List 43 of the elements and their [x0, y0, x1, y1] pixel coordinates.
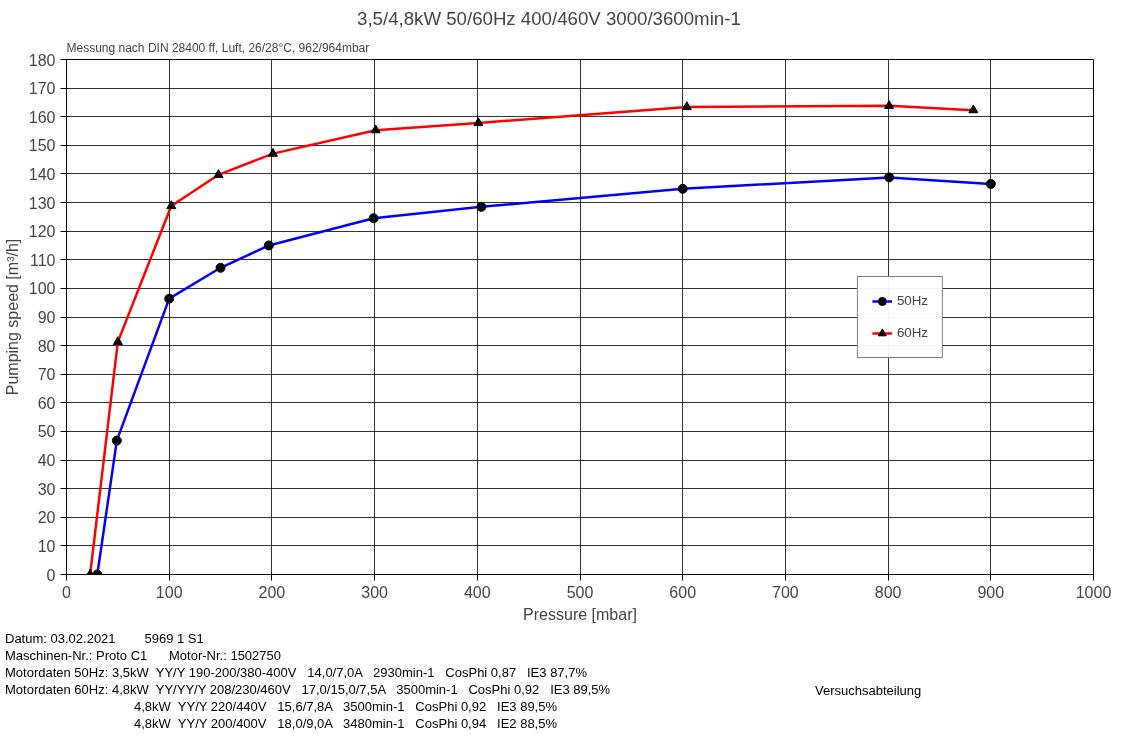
y-tick-label: 140	[28, 165, 56, 183]
text: Datum: 03.02.2021 5969 1 S1	[5, 630, 205, 647]
x-tick-label: 500	[566, 583, 594, 601]
text: Messung nach DIN 28400 ff, Luft, 26/28°C, 962/964mbar	[66, 40, 370, 55]
y-tick-label: 60	[37, 394, 56, 412]
y-tick-label: 90	[37, 309, 56, 326]
y-tick-label: 180	[28, 51, 56, 69]
y-tick-label: 100	[28, 280, 56, 298]
y-tick-label: 110	[29, 251, 56, 269]
y-tick-label: 120	[28, 223, 56, 241]
y-tick-label: 150	[28, 137, 56, 155]
x-tick-label: 400	[463, 583, 491, 601]
x-tick-label: 200	[258, 583, 286, 601]
x-tick-label: 800	[874, 583, 902, 601]
y-tick-label: 30	[37, 480, 56, 498]
x-tick-label: 700	[772, 583, 799, 601]
y-tick-label: 160	[28, 108, 56, 126]
x-tick-label: 900	[977, 583, 1005, 601]
x-axis-title: Pressure [mbar]	[523, 605, 637, 623]
y-tick-label: 0	[46, 566, 56, 584]
x-tick-label: 0	[62, 583, 72, 601]
text: Maschinen-Nr.: Proto C1 Motor-Nr.: 1502750	[5, 647, 282, 664]
y-tick-label: 50	[37, 423, 56, 441]
legend-label: 60Hz	[896, 325, 928, 340]
x-tick-label: 1000	[1075, 583, 1112, 601]
x-tick-label: 100	[155, 583, 183, 601]
text: Versuchsabteilung	[815, 682, 922, 699]
y-tick-label: 70	[37, 366, 56, 384]
legend-label: 50Hz	[896, 293, 928, 308]
y-axis-title: Pumping speed [m³/h]	[3, 238, 21, 396]
text: Motordaten 50Hz: 3,5kW YY/Y 190-200/380-400V 14,0/7,0A 2930min-1 CosPhi 0,87 IE3 87,7%	[5, 664, 588, 681]
x-tick-label: 600	[669, 583, 697, 601]
text: 4,8kW YY/Y 220/440V 15,6/7,8A 3500min-1 CosPhi 0,92 IE3 89,5%	[133, 698, 558, 715]
y-tick-label: 80	[37, 337, 56, 355]
text: Motordaten 60Hz: 4,8kW YY/YY/Y 208/230/460V 17,0/15,0/7,5A 3500min-1 CosPhi 0,92 IE3 89,5%	[5, 681, 611, 698]
chart-title: 3,5/4,8kW 50/60Hz 400/460V 3000/3600min-1	[357, 7, 741, 29]
y-tick-label: 130	[28, 194, 56, 212]
y-tick-label: 20	[37, 509, 56, 527]
y-tick-label: 170	[28, 80, 56, 98]
text: 4,8kW YY/Y 200/400V 18,0/9,0A 3480min-1 CosPhi 0,94 IE2 88,5%	[133, 715, 558, 732]
y-tick-label: 40	[37, 452, 56, 470]
y-tick-label: 10	[37, 537, 56, 555]
x-tick-label: 300	[361, 583, 389, 601]
